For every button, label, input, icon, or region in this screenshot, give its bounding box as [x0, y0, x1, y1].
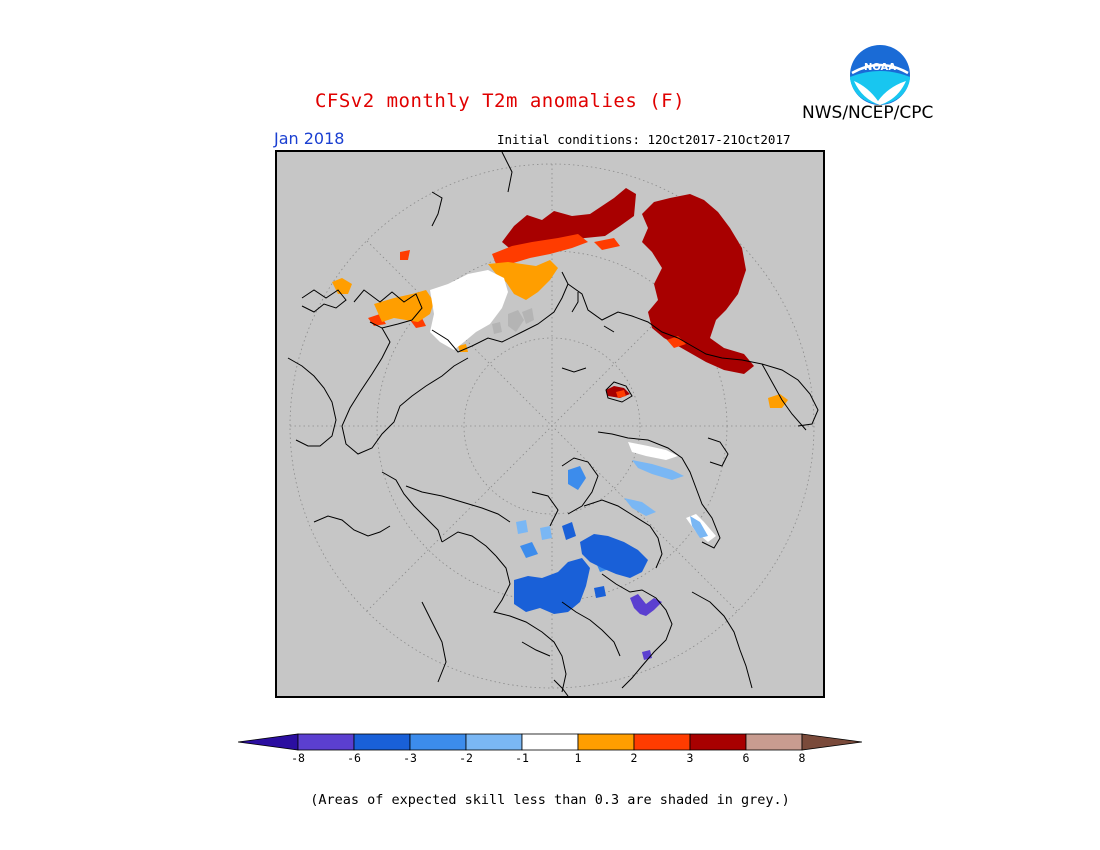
- legend-tick-label: 1: [574, 751, 582, 765]
- legend-swatch: [353, 733, 411, 751]
- legend-tick-label: -6: [347, 751, 361, 765]
- legend-swatch: [521, 733, 579, 751]
- polar-map: [275, 150, 825, 698]
- legend-swatch: [297, 733, 355, 751]
- legend-swatch: [465, 733, 523, 751]
- legend-tick-label: -3: [403, 751, 417, 765]
- legend-swatch: [633, 733, 691, 751]
- legend-tick-label: -1: [515, 751, 529, 765]
- legend-swatch: [577, 733, 635, 751]
- legend-tick-label: 6: [742, 751, 750, 765]
- legend-swatch: [409, 733, 467, 751]
- map-title: CFSv2 monthly T2m anomalies (F): [0, 90, 1100, 112]
- anomaly-dark-red: [502, 188, 754, 398]
- polar-map-canvas: [287, 152, 819, 696]
- legend-arrow-high: [801, 733, 862, 751]
- legend-tick-label: 2: [630, 751, 638, 765]
- anomaly-grey-lowskill: [492, 308, 534, 334]
- anomaly-orange: [332, 260, 788, 408]
- initial-conditions: Initial conditions: 12Oct2017-21Oct2017: [497, 132, 791, 147]
- anomaly-red: [368, 234, 686, 398]
- legend-arrow-low: [238, 733, 299, 751]
- legend-tick-label: 3: [686, 751, 694, 765]
- legend-swatch: [689, 733, 747, 751]
- legend-tick-label: -2: [459, 751, 473, 765]
- anomaly-blue: [514, 522, 648, 614]
- legend-tick-label: 8: [798, 751, 806, 765]
- anomaly-purple: [630, 594, 662, 660]
- color-legend: [238, 733, 862, 751]
- anomaly-light-blue: [516, 460, 708, 540]
- noaa-logo-text: NOAA: [864, 62, 896, 73]
- noaa-logo-icon: NOAA: [849, 44, 911, 106]
- skill-footnote-text: (Areas of expected skill less than 0.3 a…: [310, 792, 790, 808]
- legend-tick-label: -8: [291, 751, 305, 765]
- valid-month: Jan 2018: [274, 129, 345, 148]
- legend-swatch: [745, 733, 803, 751]
- agency-credit: NWS/NCEP/CPC: [802, 103, 934, 123]
- skill-footnote: (Areas of expected skill less than 0.3 a…: [0, 792, 1100, 808]
- coastlines: [287, 152, 819, 696]
- map-title-text: CFSv2 monthly T2m anomalies (F): [314, 90, 686, 112]
